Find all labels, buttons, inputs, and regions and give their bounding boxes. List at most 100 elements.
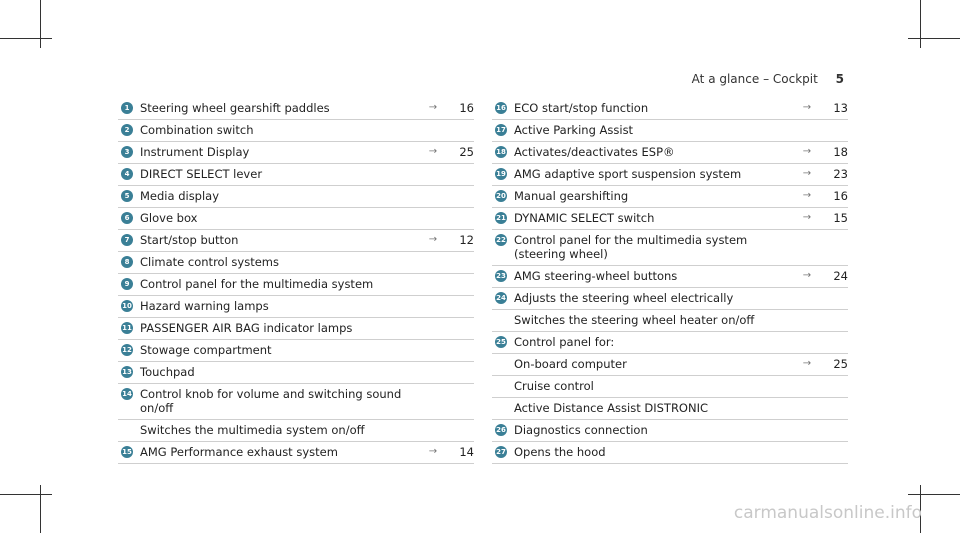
item-number-badge (495, 380, 507, 392)
legend-item: 11 PASSENGER AIR BAG indicator lamps (118, 318, 474, 340)
legend-item: Switches the multimedia system on/off (118, 420, 474, 442)
page-reference: 25 (833, 357, 848, 371)
legend-item: 10 Hazard warning lamps (118, 296, 474, 318)
item-number-badge: 16 (495, 102, 507, 114)
item-number-badge: 5 (121, 190, 133, 202)
item-label: Adjusts the steering wheel electrically (514, 291, 734, 305)
left-legend-list: 1 Steering wheel gearshift paddles → 16 2 Com… (118, 98, 474, 464)
item-number-badge (495, 402, 507, 414)
page-header: At a glance – Cockpit 5 (692, 72, 844, 86)
legend-item: 16 ECO start/stop function → 13 (492, 98, 848, 120)
item-label: Start/stop button (140, 233, 239, 247)
page-reference-arrow-icon: → (802, 270, 812, 281)
legend-item: 14 Control knob for volume and switching … (118, 384, 474, 420)
page-reference-arrow-icon: → (428, 234, 438, 245)
item-label: Climate control systems (140, 255, 279, 269)
crop-mark (908, 38, 960, 39)
item-number-badge: 2 (121, 124, 133, 136)
page-reference-arrow-icon: → (428, 102, 438, 113)
legend-item: 18 Activates/deactivates ESP® → 18 (492, 142, 848, 164)
legend-item: 2 Combination switch (118, 120, 474, 142)
item-label: Control panel for the multimedia system (140, 277, 374, 291)
legend-item: On-board computer → 25 (492, 354, 848, 376)
legend-item: 3 Instrument Display → 25 (118, 142, 474, 164)
item-label: Switches the multimedia system on/off (140, 423, 365, 437)
right-legend-list: 16 ECO start/stop function → 13 17 Active Par… (492, 98, 848, 464)
legend-item: 4 DIRECT SELECT lever (118, 164, 474, 186)
page-reference: 16 (459, 101, 474, 115)
legend-item: 25 Control panel for: (492, 332, 848, 354)
page-reference-arrow-icon: → (802, 102, 812, 113)
item-label: Active Parking Assist (514, 123, 634, 137)
item-number-badge: 4 (121, 168, 133, 180)
legend-item: 15 AMG Performance exhaust system → 14 (118, 442, 474, 464)
item-label: Combination switch (140, 123, 254, 137)
item-number-badge: 21 (495, 212, 507, 224)
legend-item: 5 Media display (118, 186, 474, 208)
crop-mark (0, 38, 52, 39)
legend-item: 27 Opens the hood (492, 442, 848, 464)
crop-mark (40, 0, 41, 48)
page-reference: 13 (833, 101, 848, 115)
item-label: Steering wheel gearshift paddles (140, 101, 330, 115)
item-number-badge: 23 (495, 270, 507, 282)
page-reference-arrow-icon: → (802, 212, 812, 223)
item-label: Active Distance Assist DISTRONIC (514, 401, 709, 415)
page-reference-arrow-icon: → (802, 168, 812, 179)
legend-item: 7 Start/stop button → 12 (118, 230, 474, 252)
item-label: Hazard warning lamps (140, 299, 269, 313)
page-reference: 14 (459, 445, 474, 459)
watermark: carmanualsonline.info (733, 503, 922, 523)
item-number-badge: 18 (495, 146, 507, 158)
item-number-badge: 13 (121, 366, 133, 378)
crop-mark (0, 494, 52, 495)
item-label: PASSENGER AIR BAG indicator lamps (140, 321, 353, 335)
item-number-badge: 26 (495, 424, 507, 436)
page-reference: 18 (833, 145, 848, 159)
legend-item: 19 AMG adaptive sport suspension system → 2… (492, 164, 848, 186)
item-label: Activates/deactivates ESP® (514, 145, 675, 159)
item-number-badge: 3 (121, 146, 133, 158)
item-label: On-board computer (514, 357, 627, 371)
legend-item: 20 Manual gearshifting → 16 (492, 186, 848, 208)
page-reference-arrow-icon: → (428, 146, 438, 157)
legend-item: 1 Steering wheel gearshift paddles → 16 (118, 98, 474, 120)
crop-mark (920, 485, 921, 533)
item-label: AMG adaptive sport suspension system (514, 167, 742, 181)
item-number-badge: 20 (495, 190, 507, 202)
item-number-badge: 15 (121, 446, 133, 458)
legend-item: 12 Stowage compartment (118, 340, 474, 362)
item-number-badge: 19 (495, 168, 507, 180)
item-label: Diagnostics connection (514, 423, 648, 437)
legend-item: 26 Diagnostics connection (492, 420, 848, 442)
legend-item: Cruise control (492, 376, 848, 398)
item-number-badge: 11 (121, 322, 133, 334)
item-number-badge: 27 (495, 446, 507, 458)
crop-mark (40, 485, 41, 533)
item-number-badge: 17 (495, 124, 507, 136)
item-number-badge: 22 (495, 234, 507, 246)
item-label: Control knob for volume and switching so… (140, 387, 402, 415)
page-reference-arrow-icon: → (428, 446, 438, 457)
legend-item: Switches the steering wheel heater on/of… (492, 310, 848, 332)
item-label: AMG steering-wheel buttons (514, 269, 678, 283)
legend-item: Active Distance Assist DISTRONIC (492, 398, 848, 420)
item-label: DYNAMIC SELECT switch (514, 211, 655, 225)
legend-item: 22 Control panel for the multimedia syste… (492, 230, 848, 266)
item-label: Stowage compartment (140, 343, 272, 357)
item-number-badge (121, 424, 133, 436)
legend-item: 21 DYNAMIC SELECT switch → 15 (492, 208, 848, 230)
item-number-badge: 9 (121, 278, 133, 290)
item-label: AMG Performance exhaust system (140, 445, 338, 459)
item-number-badge (495, 314, 507, 326)
page-reference-arrow-icon: → (802, 190, 812, 201)
item-label: Glove box (140, 211, 198, 225)
legend-item: 9 Control panel for the multimedia system (118, 274, 474, 296)
item-number-badge: 12 (121, 344, 133, 356)
item-label: ECO start/stop function (514, 101, 649, 115)
page-reference: 25 (459, 145, 474, 159)
item-number-badge: 8 (121, 256, 133, 268)
legend-item: 8 Climate control systems (118, 252, 474, 274)
page-reference: 23 (833, 167, 848, 181)
item-number-badge: 1 (121, 102, 133, 114)
